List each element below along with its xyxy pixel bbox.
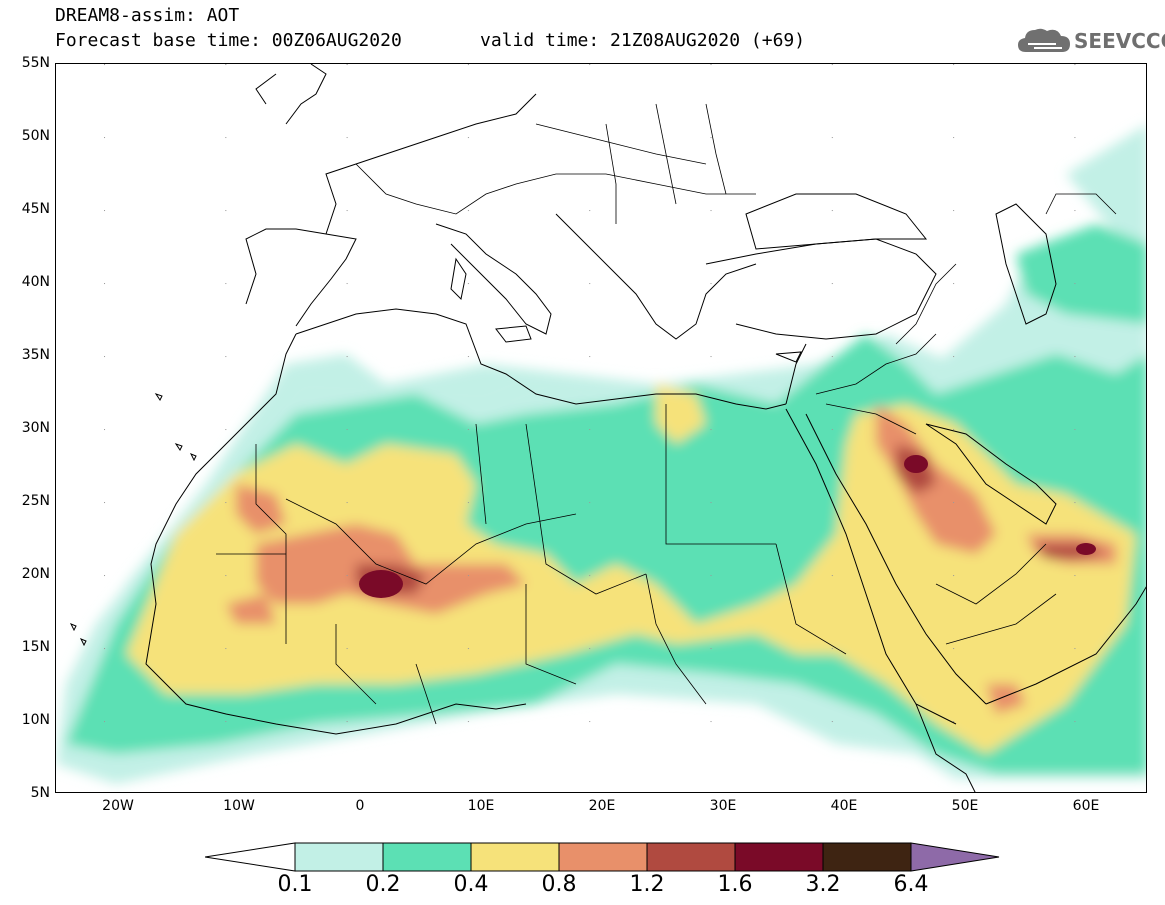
x-tick-label: 50E <box>951 798 979 814</box>
x-tick-label: 20E <box>588 798 616 814</box>
colorbar-label: 0.2 <box>365 872 401 897</box>
colorbar-segment <box>646 842 736 872</box>
forecast-base-time: Forecast base time: 00Z06AUG2020 <box>55 30 402 51</box>
colorbar-label: 1.6 <box>717 872 753 897</box>
colorbar-label: 0.4 <box>453 872 489 897</box>
colorbar-label: 0.1 <box>277 872 313 897</box>
y-tick-label: 40N <box>21 274 50 290</box>
y-tick-label: 25N <box>21 493 50 509</box>
colorbar-segment <box>734 842 824 872</box>
seevccc-logo: SEEVCCC <box>1016 23 1165 59</box>
y-tick-label: 35N <box>21 347 50 363</box>
colorbar-label: 6.4 <box>893 872 929 897</box>
y-tick-label: 20N <box>21 566 50 582</box>
colorbar-segment <box>470 842 560 872</box>
colorbar-segment <box>558 842 648 872</box>
colorbar-label: 0.8 <box>541 872 577 897</box>
colorbar-lower-triangle <box>205 842 296 872</box>
aot-map <box>56 64 1146 792</box>
x-tick-label: 60E <box>1072 798 1100 814</box>
x-tick-label: 10W <box>223 798 255 814</box>
map-panel <box>55 63 1147 793</box>
x-tick-label: 10E <box>467 798 495 814</box>
y-tick-label: 45N <box>21 201 50 217</box>
x-tick-label: 20W <box>102 798 134 814</box>
x-tick-label: 0 <box>355 798 365 814</box>
colorbar-label: 1.2 <box>629 872 665 897</box>
colorbar-label: 3.2 <box>805 872 841 897</box>
coastlines <box>69 64 1146 792</box>
x-tick-label: 30E <box>709 798 737 814</box>
colorbar-upper-triangle <box>910 842 1000 872</box>
x-tick-label: 40E <box>830 798 858 814</box>
colorbar-segment <box>822 842 912 872</box>
logo-text: SEEVCCC <box>1074 29 1165 53</box>
colorbar-segment <box>382 842 472 872</box>
y-tick-label: 5N <box>30 785 50 801</box>
grid-dots <box>56 64 1146 792</box>
colorbar <box>205 842 1000 872</box>
valid-time: valid time: 21Z08AUG2020 (+69) <box>480 30 806 51</box>
map-title: DREAM8-assim: AOT <box>55 5 240 26</box>
colorbar-segment <box>294 842 384 872</box>
y-tick-label: 50N <box>21 128 50 144</box>
y-tick-label: 15N <box>21 639 50 655</box>
y-tick-label: 10N <box>21 712 50 728</box>
y-tick-label: 55N <box>21 55 50 71</box>
cloud-icon <box>1018 28 1070 52</box>
country-borders <box>216 103 1117 725</box>
y-tick-label: 30N <box>21 420 50 436</box>
